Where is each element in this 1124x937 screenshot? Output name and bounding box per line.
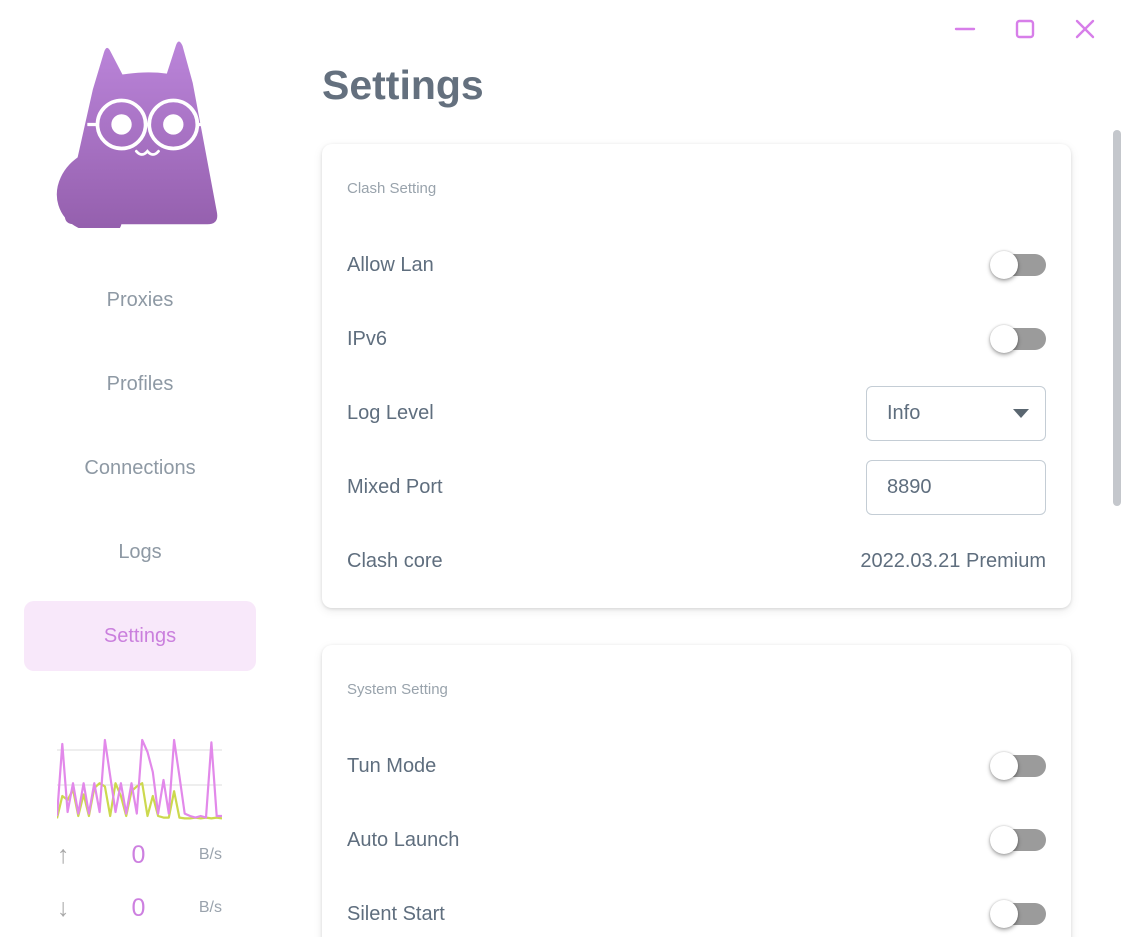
allow-lan-label: Allow Lan [347,253,434,276]
mixed-port-input[interactable] [866,459,1046,515]
switch-thumb [990,826,1018,854]
switch-thumb [990,752,1018,780]
clash-core-version: 2022.03.21 Premium [860,549,1046,572]
traffic-chart [57,738,222,820]
cat-logo [56,41,218,228]
sidebar-item-proxies[interactable]: Proxies [106,288,174,311]
log-level-row: Log Level Info [347,376,1046,450]
close-icon [1075,19,1095,39]
clash-core-label: Clash core [347,549,443,572]
system-setting-card: System Setting Tun Mode Auto Launch [322,645,1071,937]
maximize-button[interactable] [1014,18,1036,40]
allow-lan-switch[interactable] [990,251,1046,279]
traffic-download-row: ↓ 0 B/s [57,893,222,923]
ipv6-label: IPv6 [347,327,388,350]
silent-start-label: Silent Start [347,902,445,925]
traffic-upload-row: ↑ 0 B/s [57,840,222,870]
switch-thumb [990,325,1018,353]
log-level-value: Info [887,401,921,424]
mixed-port-label: Mixed Port [347,475,443,498]
close-button[interactable] [1074,18,1096,40]
clash-setting-card: Clash Setting Allow Lan IPv6 [322,144,1071,608]
auto-launch-row: Auto Launch [347,803,1046,877]
log-level-label: Log Level [347,401,434,424]
card-title: Clash Setting [347,180,437,197]
cat-eye-left [111,114,132,135]
upload-speed-unit: B/s [198,846,222,863]
chevron-down-icon [1013,408,1029,418]
card-rows: Allow Lan IPv6 Log Level [347,204,1046,598]
sidebar-item-settings[interactable]: Settings [24,601,256,671]
sidebar-item-connections[interactable]: Connections [84,456,196,479]
auto-launch-label: Auto Launch [347,828,460,851]
sidebar-item-profiles[interactable]: Profiles [106,372,174,395]
tun-mode-row: Tun Mode [347,729,1046,803]
cat-mouth [134,149,160,156]
minimize-button[interactable] [954,18,976,40]
cat-eye-right [163,114,184,135]
window-controls [954,18,1096,40]
card-rows: Tun Mode Auto Launch Silent Start [347,705,1046,937]
auto-launch-switch[interactable] [990,826,1046,854]
ipv6-switch[interactable] [990,325,1046,353]
ipv6-row: IPv6 [347,302,1046,376]
main-content: Settings Clash Setting Allow Lan IPv6 [280,0,1124,937]
clash-core-row: Clash core 2022.03.21 Premium [347,524,1046,598]
arrow-up-icon: ↑ [57,840,70,869]
mixed-port-row: Mixed Port [347,450,1046,524]
upload-speed-value: 0 [131,840,146,869]
sidebar-item-logs[interactable]: Logs [118,540,162,563]
tun-mode-label: Tun Mode [347,754,437,777]
tun-mode-switch[interactable] [990,752,1046,780]
vertical-scrollbar[interactable] [1113,130,1121,506]
switch-thumb [990,900,1018,928]
sidebar: Proxies Profiles Connections Logs Settin… [0,0,280,937]
silent-start-row: Silent Start [347,877,1046,937]
card-title: System Setting [347,681,448,698]
minimize-icon [954,27,976,31]
arrow-down-icon: ↓ [57,893,70,922]
maximize-icon [1015,19,1035,39]
log-level-select[interactable]: Info [866,385,1046,441]
download-speed-unit: B/s [198,899,222,916]
sidebar-nav: Proxies Profiles Connections Logs Settin… [0,265,280,685]
switch-thumb [990,251,1018,279]
allow-lan-row: Allow Lan [347,228,1046,302]
chart-series-group [57,738,222,820]
silent-start-switch[interactable] [990,900,1046,928]
download-speed-value: 0 [131,893,146,922]
page-title: Settings [322,62,484,108]
